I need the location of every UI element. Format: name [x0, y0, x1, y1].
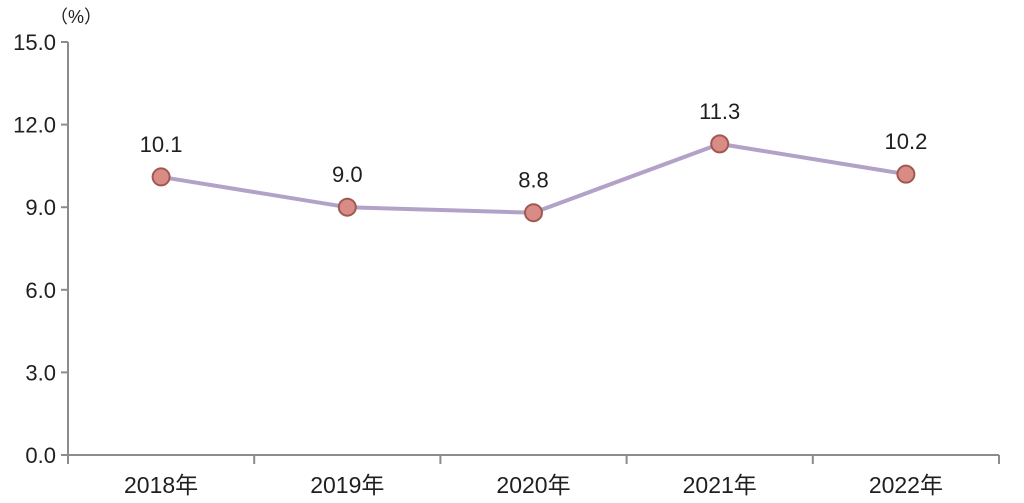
x-axis-category-label: 2019年 [310, 472, 384, 498]
y-axis-tick-label: 15.0 [13, 30, 56, 55]
data-point-label: 9.0 [332, 162, 363, 187]
y-axis-tick-label: 12.0 [13, 113, 56, 138]
x-axis-category-label: 2020年 [496, 472, 570, 498]
data-point-label: 8.8 [518, 168, 549, 193]
data-point-marker [524, 203, 543, 223]
y-axis-tick-label: 9.0 [25, 195, 56, 220]
y-axis-tick-label: 6.0 [25, 278, 56, 303]
data-point-marker [710, 134, 730, 154]
data-point-marker [896, 164, 916, 184]
y-axis-tick-label: 0.0 [25, 443, 56, 468]
data-point-label: 10.1 [140, 132, 183, 157]
x-axis-category-label: 2021年 [683, 472, 757, 498]
x-axis-category-label: 2022年 [869, 472, 943, 498]
y-axis-tick-label: 3.0 [25, 360, 56, 385]
data-point-label: 11.3 [699, 99, 740, 124]
y-axis-unit-label: （%） [50, 7, 102, 27]
data-point-marker [151, 167, 171, 187]
data-point-label: 10.2 [884, 129, 927, 154]
data-point-marker [337, 197, 357, 217]
x-axis-category-label: 2018年 [124, 472, 198, 498]
